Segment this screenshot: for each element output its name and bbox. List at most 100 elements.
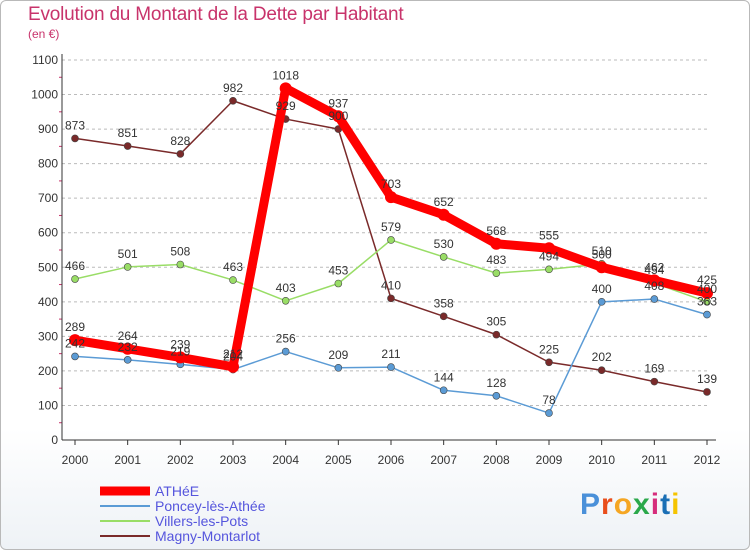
data-label: 500 xyxy=(592,247,612,261)
data-label: 211 xyxy=(381,347,400,361)
data-label: 929 xyxy=(276,99,296,113)
data-label: 289 xyxy=(65,320,85,334)
data-label: 1018 xyxy=(272,68,299,82)
data-label: 463 xyxy=(223,260,243,274)
data-point xyxy=(123,263,132,271)
data-point xyxy=(176,260,185,269)
data-point xyxy=(227,360,239,373)
data-label: 579 xyxy=(381,220,401,234)
data-point xyxy=(121,342,134,355)
data-point xyxy=(597,366,606,375)
data-point xyxy=(545,409,553,417)
data-label: 555 xyxy=(539,228,559,242)
x-tick-label: 2007 xyxy=(430,453,457,467)
x-tick-label: 2011 xyxy=(641,453,667,467)
data-point xyxy=(595,261,608,274)
data-label: 202 xyxy=(592,350,612,364)
data-label: 225 xyxy=(539,342,559,356)
x-tick-label: 2004 xyxy=(272,453,299,467)
data-label: 453 xyxy=(328,264,348,278)
data-point xyxy=(281,296,290,305)
legend: ATHéEPoncey-lès-AthéeVillers-les-PotsMag… xyxy=(100,483,266,544)
data-point xyxy=(332,110,345,123)
data-point xyxy=(174,351,187,364)
data-label: 652 xyxy=(434,195,454,209)
y-tick-label: 0 xyxy=(51,433,58,447)
data-point xyxy=(650,295,659,303)
data-point xyxy=(545,265,553,274)
y-tick-label: 1100 xyxy=(32,53,58,67)
logo-letter: i xyxy=(671,488,681,521)
data-point xyxy=(176,150,185,158)
data-labels-layer: 873 851 828 982 929 900 410 358 305 225 202 169 139 2… xyxy=(65,68,717,407)
data-label: 703 xyxy=(381,177,401,191)
data-point xyxy=(123,356,132,364)
data-label: 403 xyxy=(276,281,296,295)
data-label: 204 xyxy=(223,350,243,364)
y-tick-label: 900 xyxy=(38,122,58,136)
logo-letter: i xyxy=(650,488,661,521)
data-label: 358 xyxy=(434,296,454,310)
x-tick-label: 2010 xyxy=(588,453,615,467)
logo-letter: r xyxy=(601,488,614,521)
x-tick-label: 2000 xyxy=(62,453,89,467)
data-point xyxy=(71,275,79,283)
x-tick-label: 2003 xyxy=(220,453,247,467)
data-label: 408 xyxy=(644,279,664,293)
proxiti-logo: Proxiti xyxy=(580,488,680,522)
logo-letter: o xyxy=(613,488,634,521)
data-label: 363 xyxy=(697,295,717,309)
data-label: 510 xyxy=(592,244,612,258)
data-point xyxy=(387,294,395,303)
data-label: 264 xyxy=(118,329,138,343)
y-axis-ticks: 0 100 200 300 400 500 600 700 800 900 1000 1100 xyxy=(31,53,58,447)
x-tick-label: 2008 xyxy=(483,453,510,467)
data-label: 239 xyxy=(170,337,190,351)
data-label: 128 xyxy=(486,376,506,390)
data-label: 242 xyxy=(65,336,85,350)
y-tick-label: 200 xyxy=(38,364,58,378)
x-axis-ticks: 2000 2001 2002 2003 2004 2005 2006 2007 2008 2009… xyxy=(62,440,721,467)
data-label: 212 xyxy=(223,347,243,361)
data-label: 232 xyxy=(118,340,138,354)
data-label: 466 xyxy=(65,259,85,273)
data-label: 219 xyxy=(170,344,190,358)
data-point xyxy=(71,352,79,361)
data-point xyxy=(492,391,501,400)
data-point xyxy=(597,298,606,306)
data-point xyxy=(703,388,711,396)
data-point xyxy=(334,279,343,288)
data-point xyxy=(648,274,661,287)
data-label: 169 xyxy=(644,362,664,376)
data-label: 494 xyxy=(539,249,559,263)
legend-label: Magny-Montarlot xyxy=(155,528,260,544)
legend-label: Villers-les-Pots xyxy=(155,513,248,529)
data-point xyxy=(543,242,555,255)
data-label: 900 xyxy=(328,109,348,123)
data-label: 78 xyxy=(542,393,556,407)
data-label: 256 xyxy=(276,332,296,346)
data-label: 937 xyxy=(328,96,348,110)
data-label: 851 xyxy=(118,126,138,140)
data-label: 139 xyxy=(697,372,717,386)
data-point xyxy=(437,208,450,221)
x-tick-label: 2009 xyxy=(536,453,563,467)
data-point xyxy=(703,310,711,319)
legend-label: ATHéE xyxy=(155,483,199,499)
x-tick-label: 2005 xyxy=(325,453,352,467)
series-layer xyxy=(69,82,713,417)
data-point xyxy=(279,82,292,95)
y-tick-label: 600 xyxy=(38,226,58,240)
data-label: 530 xyxy=(434,237,454,251)
data-point xyxy=(69,334,81,347)
y-tick-label: 500 xyxy=(38,260,58,274)
data-point xyxy=(490,237,503,250)
y-tick-label: 1000 xyxy=(31,88,58,102)
data-label: 305 xyxy=(486,315,506,329)
data-point xyxy=(492,269,501,277)
data-point xyxy=(334,363,343,372)
y-tick-label: 300 xyxy=(38,329,58,343)
data-label: 462 xyxy=(644,260,664,274)
data-point xyxy=(439,312,448,321)
data-point xyxy=(387,236,395,244)
